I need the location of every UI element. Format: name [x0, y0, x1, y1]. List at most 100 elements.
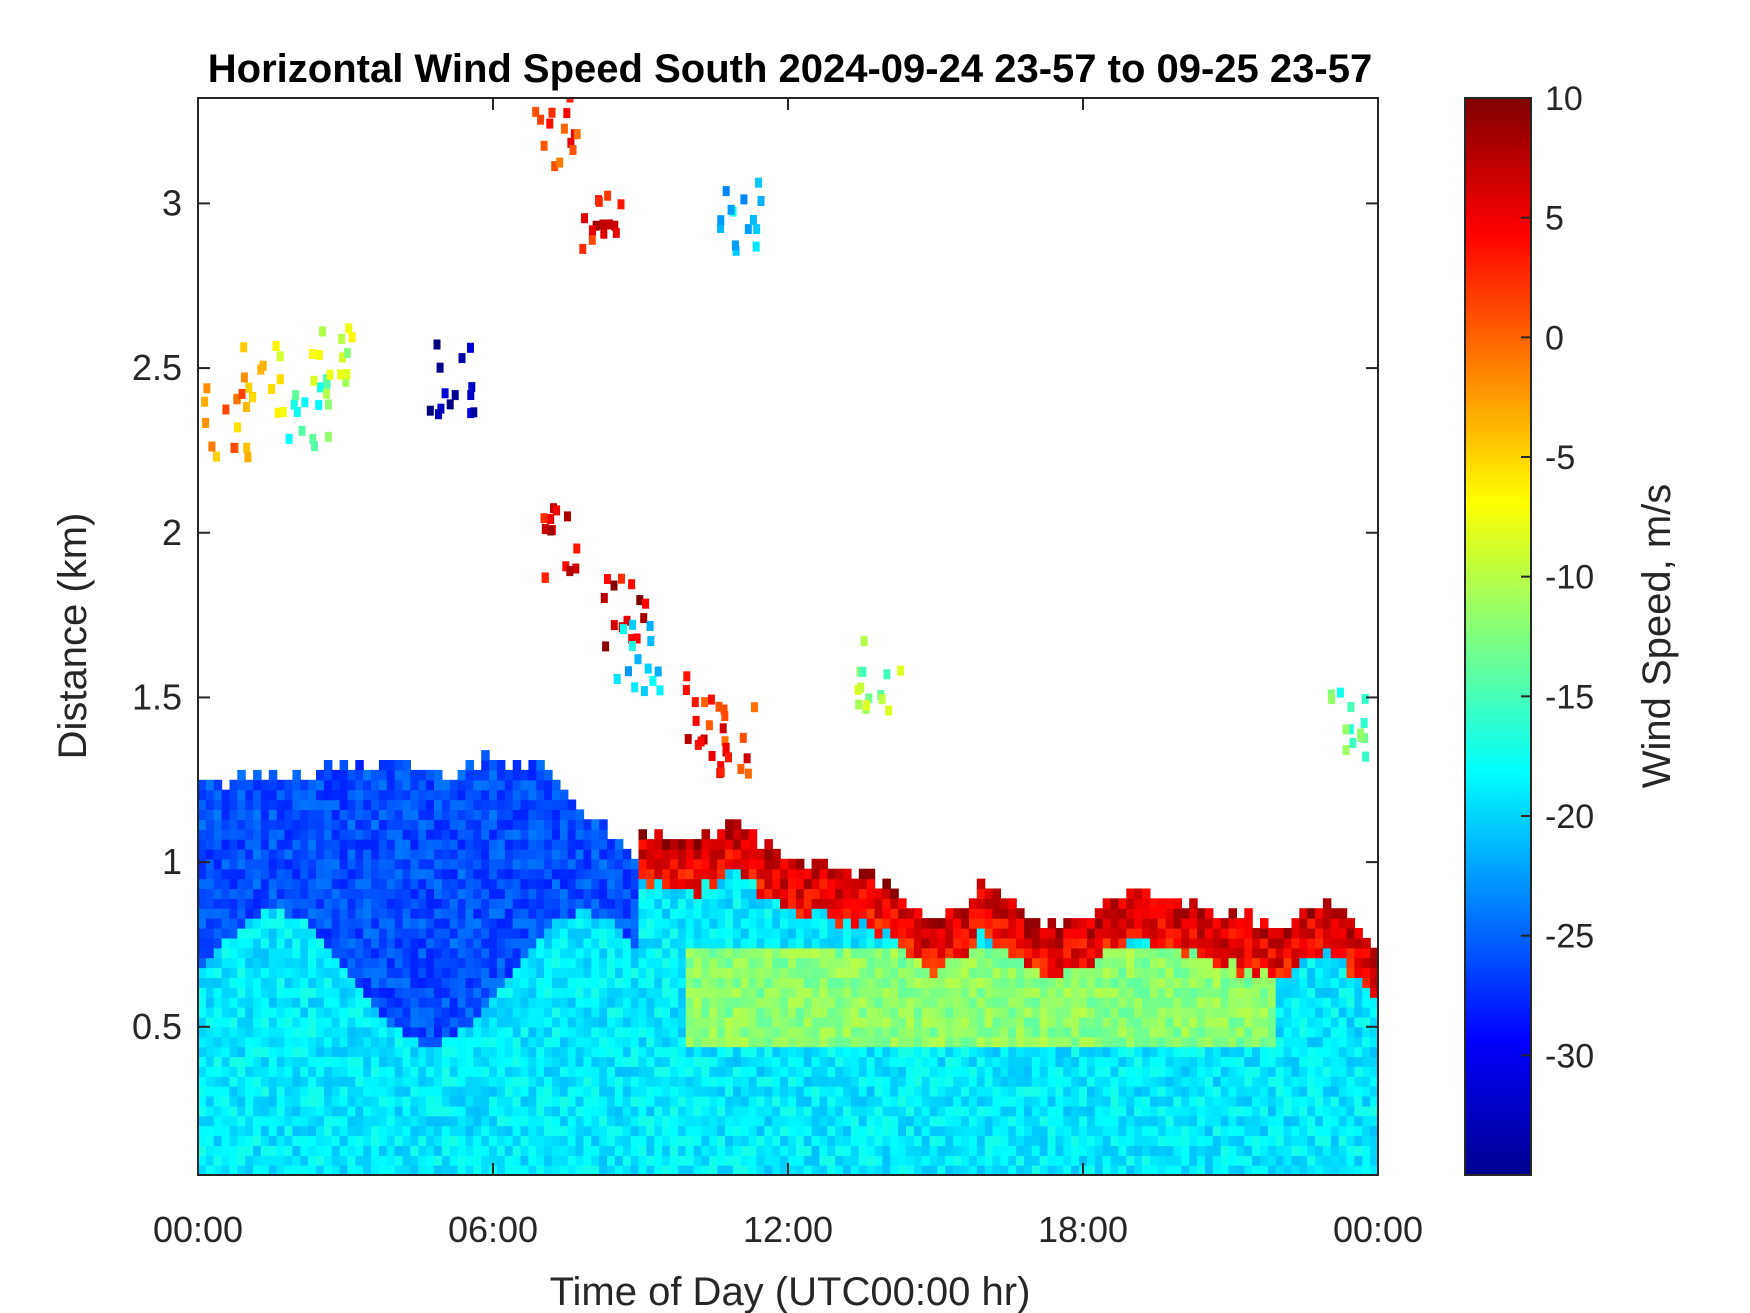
- heatmap-cell: [740, 1125, 750, 1137]
- heatmap-cell: [788, 1036, 797, 1048]
- heatmap-cell: [520, 1165, 529, 1175]
- heatmap-cell: [1267, 1125, 1277, 1137]
- heatmap-cell: [323, 1145, 333, 1156]
- heatmap-cell: [583, 997, 592, 1008]
- heatmap-cell: [559, 947, 569, 959]
- heatmap-cell: [221, 1096, 231, 1107]
- heatmap-cell: [795, 1155, 805, 1166]
- heatmap-cell: [1236, 947, 1245, 959]
- heatmap-cell: [481, 967, 490, 978]
- heatmap-cell: [1181, 997, 1190, 1008]
- heatmap-cell: [567, 878, 577, 890]
- heatmap-cell: [536, 1007, 545, 1018]
- heatmap-cell: [1354, 1086, 1363, 1097]
- heatmap-cell: [748, 1026, 758, 1038]
- heatmap-cell: [1086, 1125, 1096, 1137]
- heatmap-cell: [811, 947, 821, 959]
- heatmap-cell: [371, 967, 380, 978]
- heatmap-cell: [607, 898, 616, 909]
- heatmap-cell: [740, 1026, 750, 1038]
- heatmap-cell: [1315, 918, 1324, 929]
- heatmap-cell: [237, 1165, 246, 1175]
- heatmap-cell: [756, 1016, 765, 1028]
- heatmap-cell: [1220, 1155, 1230, 1166]
- heatmap-cell: [748, 947, 758, 959]
- heatmap-cell: [693, 848, 703, 860]
- heatmap-cell: [1260, 1036, 1269, 1048]
- heatmap-cell: [567, 957, 577, 969]
- heatmap-cell: [921, 1056, 931, 1067]
- heatmap-cell: [1024, 1086, 1033, 1097]
- heatmap-cell: [788, 908, 797, 919]
- heatmap-cell: [473, 779, 482, 791]
- heatmap-cell: [866, 1115, 876, 1127]
- heatmap-cell: [1236, 1026, 1245, 1038]
- heatmap-cell: [308, 1026, 317, 1038]
- heatmap-cell: [693, 1155, 703, 1166]
- heatmap-cell: [323, 928, 333, 939]
- heatmap-cell: [331, 1056, 341, 1067]
- heatmap-cell: [1165, 967, 1175, 978]
- heatmap-cell: [378, 1056, 388, 1067]
- heatmap-cell: [1134, 908, 1143, 919]
- heatmap-cell: [1149, 1165, 1159, 1175]
- heatmap-cell: [850, 1016, 860, 1028]
- heatmap-cell: [473, 957, 482, 969]
- heatmap-cell: [1039, 1046, 1049, 1058]
- heatmap-cell: [1291, 1165, 1300, 1175]
- heatmap-cell: [260, 1076, 270, 1087]
- heatmap-cell: [575, 1096, 585, 1107]
- heatmap-cell: [858, 1165, 868, 1175]
- heatmap-cell: [929, 1046, 939, 1058]
- heatmap-cell: [260, 848, 270, 860]
- heatmap-cell: [1079, 928, 1088, 939]
- heatmap-cell: [898, 1155, 907, 1166]
- heatmap-cell: [284, 1007, 293, 1018]
- heatmap-cell: [213, 839, 223, 850]
- heatmap-cell: [229, 967, 238, 978]
- heatmap-cell: [1299, 1165, 1308, 1175]
- heatmap-cell: [300, 799, 309, 810]
- heatmap-cell: [449, 918, 459, 929]
- heatmap-cell: [512, 858, 522, 870]
- heatmap-cell: [386, 928, 396, 939]
- heatmap-cell: [1031, 937, 1041, 949]
- heatmap-cell: [1086, 967, 1096, 978]
- heatmap-cell: [237, 779, 246, 791]
- heatmap-cell: [1102, 1115, 1112, 1127]
- heatmap-cell: [544, 1066, 553, 1077]
- heatmap-cell: [355, 1115, 364, 1127]
- heatmap-cell: [1031, 1036, 1041, 1048]
- heatmap-cell: [827, 1026, 836, 1038]
- heatmap-cell: [1055, 1105, 1064, 1117]
- heatmap-cell: [504, 1007, 514, 1018]
- heatmap-cell: [725, 878, 734, 890]
- heatmap-cell: [308, 799, 317, 810]
- heatmap-cell: [536, 1036, 545, 1048]
- heatmap-cell: [740, 957, 750, 969]
- heatmap-cell: [740, 1145, 750, 1156]
- heatmap-cell: [677, 997, 687, 1008]
- heatmap-cell: [253, 928, 262, 939]
- heatmap-cell: [371, 848, 380, 860]
- heatmap-cell: [426, 799, 435, 810]
- heatmap-cell: [371, 1007, 380, 1018]
- heatmap-cell: [1094, 937, 1104, 949]
- heatmap-cell: [1338, 1105, 1348, 1117]
- heatmap-cell: [1181, 1076, 1190, 1087]
- heatmap-cell: [819, 928, 828, 939]
- heatmap-cell: [473, 878, 482, 890]
- heatmap-cell: [717, 868, 726, 880]
- heatmap-cell: [528, 868, 537, 880]
- heatmap-cell: [1267, 1036, 1277, 1048]
- heatmap-cell: [1322, 1036, 1332, 1048]
- heatmap-cell: [292, 1086, 301, 1097]
- heatmap-cell: [992, 957, 1001, 969]
- heatmap-cell: [402, 967, 411, 978]
- heatmap-cell: [221, 1155, 231, 1166]
- heatmap-cell: [1047, 997, 1057, 1008]
- heatmap-cell: [544, 779, 553, 791]
- heatmap-cell: [654, 967, 663, 978]
- heatmap-cell: [1260, 997, 1269, 1008]
- heatmap-cell: [984, 967, 994, 978]
